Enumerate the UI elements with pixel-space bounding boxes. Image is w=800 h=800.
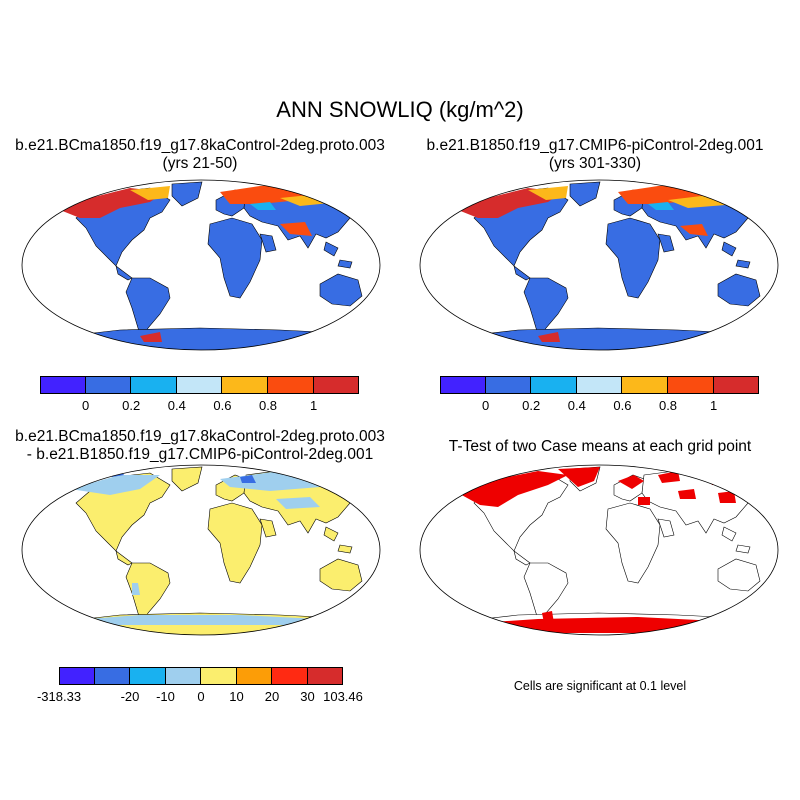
significance-note: Cells are significant at 0.1 level — [513, 679, 687, 693]
colorbar-tick-label: 0.6 — [213, 398, 232, 413]
colorbar-difference: -318.33 -20 -10 0 10 20 30 103.46 — [37, 667, 363, 707]
panel-title-case: b.e21.BCma1850.f19_g17.8kaControl-2deg.p… — [0, 137, 400, 173]
colorbar-box — [713, 376, 760, 394]
colorbar-tick-label: 20 — [264, 689, 280, 704]
colorbar-tick-label: 0.8 — [258, 398, 278, 413]
colorbar-box — [94, 667, 130, 685]
colorbar-box — [165, 667, 201, 685]
colorbar-tick-label: 0.4 — [167, 398, 186, 413]
panel-title-line: (yrs 21-50) — [162, 155, 238, 172]
colorbar-tick-label: 1 — [309, 398, 318, 413]
colorbar-tick-label: 0.4 — [567, 398, 586, 413]
figure-title: ANN SNOWLIQ (kg/m^2) — [276, 97, 524, 122]
colorbar-box — [622, 376, 668, 394]
colorbar-box — [59, 667, 95, 685]
panel-title-line: b.e21.B1850.f19_g17.CMIP6-piControl-2deg… — [426, 137, 764, 154]
colorbar-tick-label: 0.2 — [122, 398, 141, 413]
map-control — [419, 179, 779, 351]
colorbar-box — [176, 376, 223, 394]
colorbar-tick-label: 0.6 — [613, 398, 632, 413]
panel-title-difference: b.e21.BCma1850.f19_g17.8kaControl-2deg.p… — [0, 428, 400, 464]
colorbar-tick-label: 30 — [300, 689, 315, 704]
panel-title-control: b.e21.B1850.f19_g17.CMIP6-piControl-2deg… — [395, 137, 795, 173]
colorbar-box — [268, 376, 314, 394]
colorbar-box — [236, 667, 272, 685]
colorbar-tick-label: -10 — [156, 689, 175, 704]
colorbar-box — [131, 376, 177, 394]
colorbar-tick-label: 0 — [81, 398, 90, 413]
colorbar-box — [440, 376, 486, 394]
colorbar-box — [85, 376, 132, 394]
panel-title-ttest: T-Test of two Case means at each grid po… — [400, 438, 800, 456]
colorbar-case: 0 0.2 0.4 0.6 0.8 1 — [40, 376, 360, 416]
colorbar-tick-label: 0.2 — [522, 398, 541, 413]
panel-title-line: (yrs 301-330) — [548, 155, 642, 172]
colorbar-tick-label: 0 — [481, 398, 490, 413]
panel-title-line: - b.e21.B1850.f19_g17.CMIP6-piControl-2d… — [26, 446, 374, 463]
colorbar-box — [668, 376, 714, 394]
colorbar-box — [130, 667, 166, 685]
panel-title-line: b.e21.BCma1850.f19_g17.8kaControl-2deg.p… — [15, 428, 385, 445]
map-difference — [21, 464, 381, 636]
colorbar-tick-label: 10 — [229, 689, 244, 704]
colorbar-tick-label: 103.46 — [323, 689, 363, 704]
colorbar-tick-label: 0 — [197, 689, 205, 704]
colorbar-box — [576, 376, 623, 394]
colorbar-box — [313, 376, 360, 394]
colorbar-box — [531, 376, 577, 394]
colorbar-tick-label: -20 — [120, 689, 140, 704]
colorbar-box — [485, 376, 532, 394]
colorbar-box — [272, 667, 308, 685]
colorbar-box — [307, 667, 343, 685]
colorbar-box — [201, 667, 237, 685]
colorbar-tick-label: -318.33 — [36, 689, 82, 704]
colorbar-tick-label: 1 — [709, 398, 718, 413]
colorbar-box — [222, 376, 268, 394]
colorbar-control: 0 0.2 0.4 0.6 0.8 1 — [440, 376, 760, 416]
colorbar-box — [40, 376, 86, 394]
panel-title-line: b.e21.BCma1850.f19_g17.8kaControl-2deg.p… — [15, 137, 385, 154]
colorbar-tick-label: 0.8 — [658, 398, 678, 413]
panel-title-line: T-Test of two Case means at each grid po… — [448, 438, 752, 455]
map-ttest — [419, 464, 779, 636]
map-case — [21, 179, 381, 351]
